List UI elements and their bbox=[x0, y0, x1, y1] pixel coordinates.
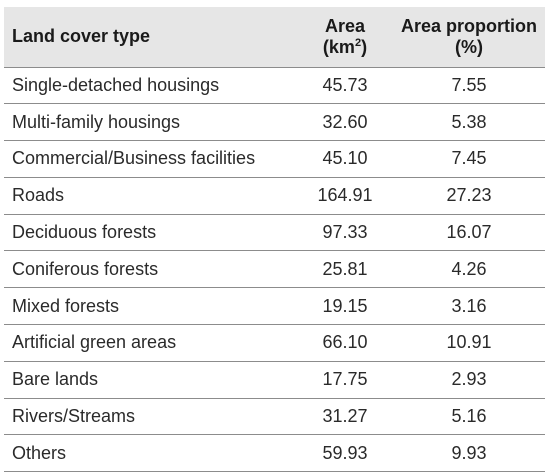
table-row: Rivers/Streams 31.27 5.16 bbox=[4, 398, 545, 435]
table-row: Bare lands 17.75 2.93 bbox=[4, 361, 545, 398]
area-cell: 31.27 bbox=[322, 406, 368, 427]
area-cell: 19.15 bbox=[322, 295, 368, 316]
table-row: Mixed forests 19.15 3.16 bbox=[4, 287, 545, 325]
land-cover-type-cell: Rivers/Streams bbox=[12, 406, 136, 427]
land-cover-type-cell: Commercial/Business facilities bbox=[12, 148, 256, 169]
table-body: Single-detached housings 45.73 7.55 Multi-f… bbox=[4, 67, 545, 472]
land-cover-type-cell: Bare lands bbox=[12, 369, 99, 390]
table-row: Artificial green areas 66.10 10.91 bbox=[4, 324, 545, 362]
header-land-cover-type-label: Land cover type bbox=[12, 26, 151, 47]
area-cell: 45.10 bbox=[322, 148, 368, 169]
header-area-label: Area bbox=[324, 15, 366, 36]
area-proportion-cell: 16.07 bbox=[446, 222, 492, 243]
header-row: Land cover type Area (km2) Area proporti… bbox=[4, 7, 545, 67]
area-proportion-cell: 10.91 bbox=[446, 332, 492, 353]
area-cell: 97.33 bbox=[322, 222, 368, 243]
land-cover-type-cell: Mixed forests bbox=[12, 295, 120, 316]
header-area-unit-close: ) bbox=[361, 36, 368, 57]
area-cell: 25.81 bbox=[322, 258, 368, 279]
land-cover-type-cell: Roads bbox=[12, 185, 65, 206]
area-proportion-cell: 7.55 bbox=[451, 74, 487, 95]
header-area-unit-open: (km bbox=[322, 36, 355, 57]
header-land-cover-type: Land cover type bbox=[4, 7, 297, 67]
table-row: Roads 164.91 27.23 bbox=[4, 177, 545, 214]
land-cover-table: Land cover type Area (km2) Area proporti… bbox=[4, 7, 545, 472]
area-proportion-cell: 3.16 bbox=[451, 295, 487, 316]
table-row: Multi-family housings 32.60 5.38 bbox=[4, 103, 545, 141]
table-row: Coniferous forests 25.81 4.26 bbox=[4, 250, 545, 288]
table-row: Commercial/Business facilities 45.10 7.45 bbox=[4, 140, 545, 178]
header-area-proportion-label: Area proportion bbox=[400, 15, 537, 36]
area-cell: 59.93 bbox=[322, 442, 368, 463]
area-cell: 32.60 bbox=[322, 111, 368, 132]
header-area-proportion: Area proportion (%) bbox=[393, 7, 545, 67]
land-cover-type-cell: Deciduous forests bbox=[12, 222, 157, 243]
area-proportion-cell: 2.93 bbox=[451, 369, 487, 390]
land-cover-table-container: Land cover type Area (km2) Area proporti… bbox=[4, 7, 545, 472]
area-proportion-cell: 27.23 bbox=[446, 185, 492, 206]
area-proportion-cell: 5.16 bbox=[451, 406, 487, 427]
area-proportion-cell: 9.93 bbox=[451, 442, 487, 463]
area-cell: 45.73 bbox=[322, 74, 368, 95]
header-area: Area (km2) bbox=[297, 7, 393, 67]
land-cover-type-cell: Single-detached housings bbox=[12, 74, 220, 95]
area-proportion-cell: 7.45 bbox=[451, 148, 487, 169]
area-proportion-cell: 5.38 bbox=[451, 111, 487, 132]
area-cell: 164.91 bbox=[317, 185, 373, 206]
header-area-unit-superscript: 2 bbox=[354, 36, 362, 49]
header-area-proportion-unit: (%) bbox=[455, 36, 483, 57]
area-cell: 66.10 bbox=[322, 332, 368, 353]
land-cover-type-cell: Coniferous forests bbox=[12, 258, 159, 279]
table-row: Single-detached housings 45.73 7.55 bbox=[4, 67, 545, 104]
land-cover-type-cell: Multi-family housings bbox=[12, 111, 181, 132]
area-cell: 17.75 bbox=[322, 369, 368, 390]
land-cover-type-cell: Artificial green areas bbox=[12, 332, 177, 353]
table-header: Land cover type Area (km2) Area proporti… bbox=[4, 7, 545, 67]
table-row: Deciduous forests 97.33 16.07 bbox=[4, 214, 545, 251]
table-row: Others 59.93 9.93 bbox=[4, 434, 545, 472]
area-proportion-cell: 4.26 bbox=[451, 258, 487, 279]
land-cover-type-cell: Others bbox=[12, 442, 67, 463]
